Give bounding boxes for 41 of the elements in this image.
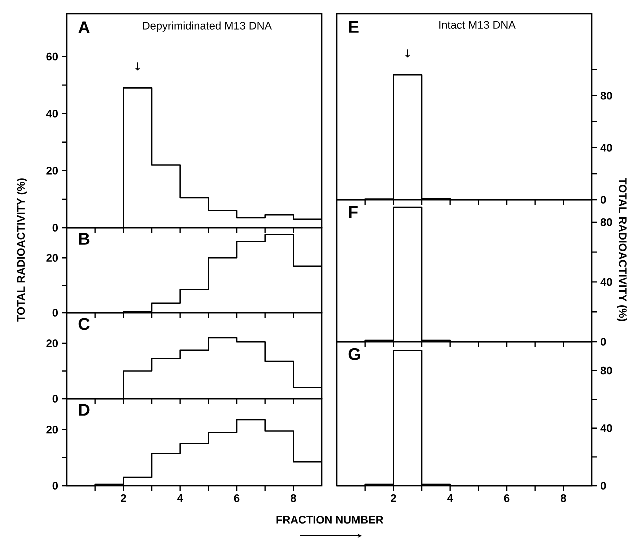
chart-title: B <box>79 233 90 245</box>
y-tick-label: 0 <box>52 395 58 403</box>
x-tick-label: 6 <box>504 494 510 502</box>
x-tick-label: 2 <box>391 494 396 502</box>
chart-title: D <box>79 404 90 416</box>
y-tick-label: 20 <box>46 254 58 262</box>
x-tick-label: 6 <box>234 494 240 502</box>
y-tick-label: 80 <box>600 366 612 375</box>
chart-title: F <box>349 206 358 218</box>
x-tick-label: 4 <box>177 494 184 502</box>
y-tick-label: 0 <box>52 309 58 317</box>
y-tick-label: 20 <box>46 340 58 348</box>
y-tick-label: 0 <box>52 482 58 490</box>
chart-title: A <box>78 22 90 34</box>
y-tick-label: 20 <box>46 426 58 434</box>
y-tick-label: 20 <box>46 167 58 175</box>
y-tick-label: 60 <box>46 52 58 61</box>
chart-title: G <box>348 348 360 360</box>
x-axis-title: FRACTION NUMBER <box>276 516 384 524</box>
text: Depyrimidinated M13 DNA <box>143 22 272 32</box>
y-tick-label: 80 <box>600 92 612 100</box>
annotation: ↓ <box>405 50 410 58</box>
y-axis-title: TOTAL RADIOACTIVITY (%) <box>17 178 28 322</box>
x-tick-label: 2 <box>121 494 126 502</box>
text: Intact M13 DNA <box>440 21 516 29</box>
chart-title: C <box>78 318 90 330</box>
y-tick-label: 40 <box>46 110 58 118</box>
x-tick-label: 8 <box>290 494 296 502</box>
x-tick-label: 4 <box>447 494 454 502</box>
annotation: ↓ <box>135 62 140 71</box>
y-tick-label: 80 <box>600 218 612 226</box>
y-tick-label: 40 <box>600 278 612 286</box>
y-axis-title: TOTAL RADIOACTIVITY (%) <box>616 178 628 322</box>
y-tick-label: 0 <box>600 338 606 346</box>
chart-title: E <box>349 21 359 33</box>
y-tick-label: 0 <box>600 482 606 490</box>
x-tick-label: 8 <box>560 494 566 502</box>
y-tick-label: 40 <box>600 144 612 152</box>
y-tick-label: 40 <box>600 424 612 432</box>
y-tick-label: 0 <box>600 196 606 204</box>
y-tick-label: 0 <box>52 224 58 232</box>
